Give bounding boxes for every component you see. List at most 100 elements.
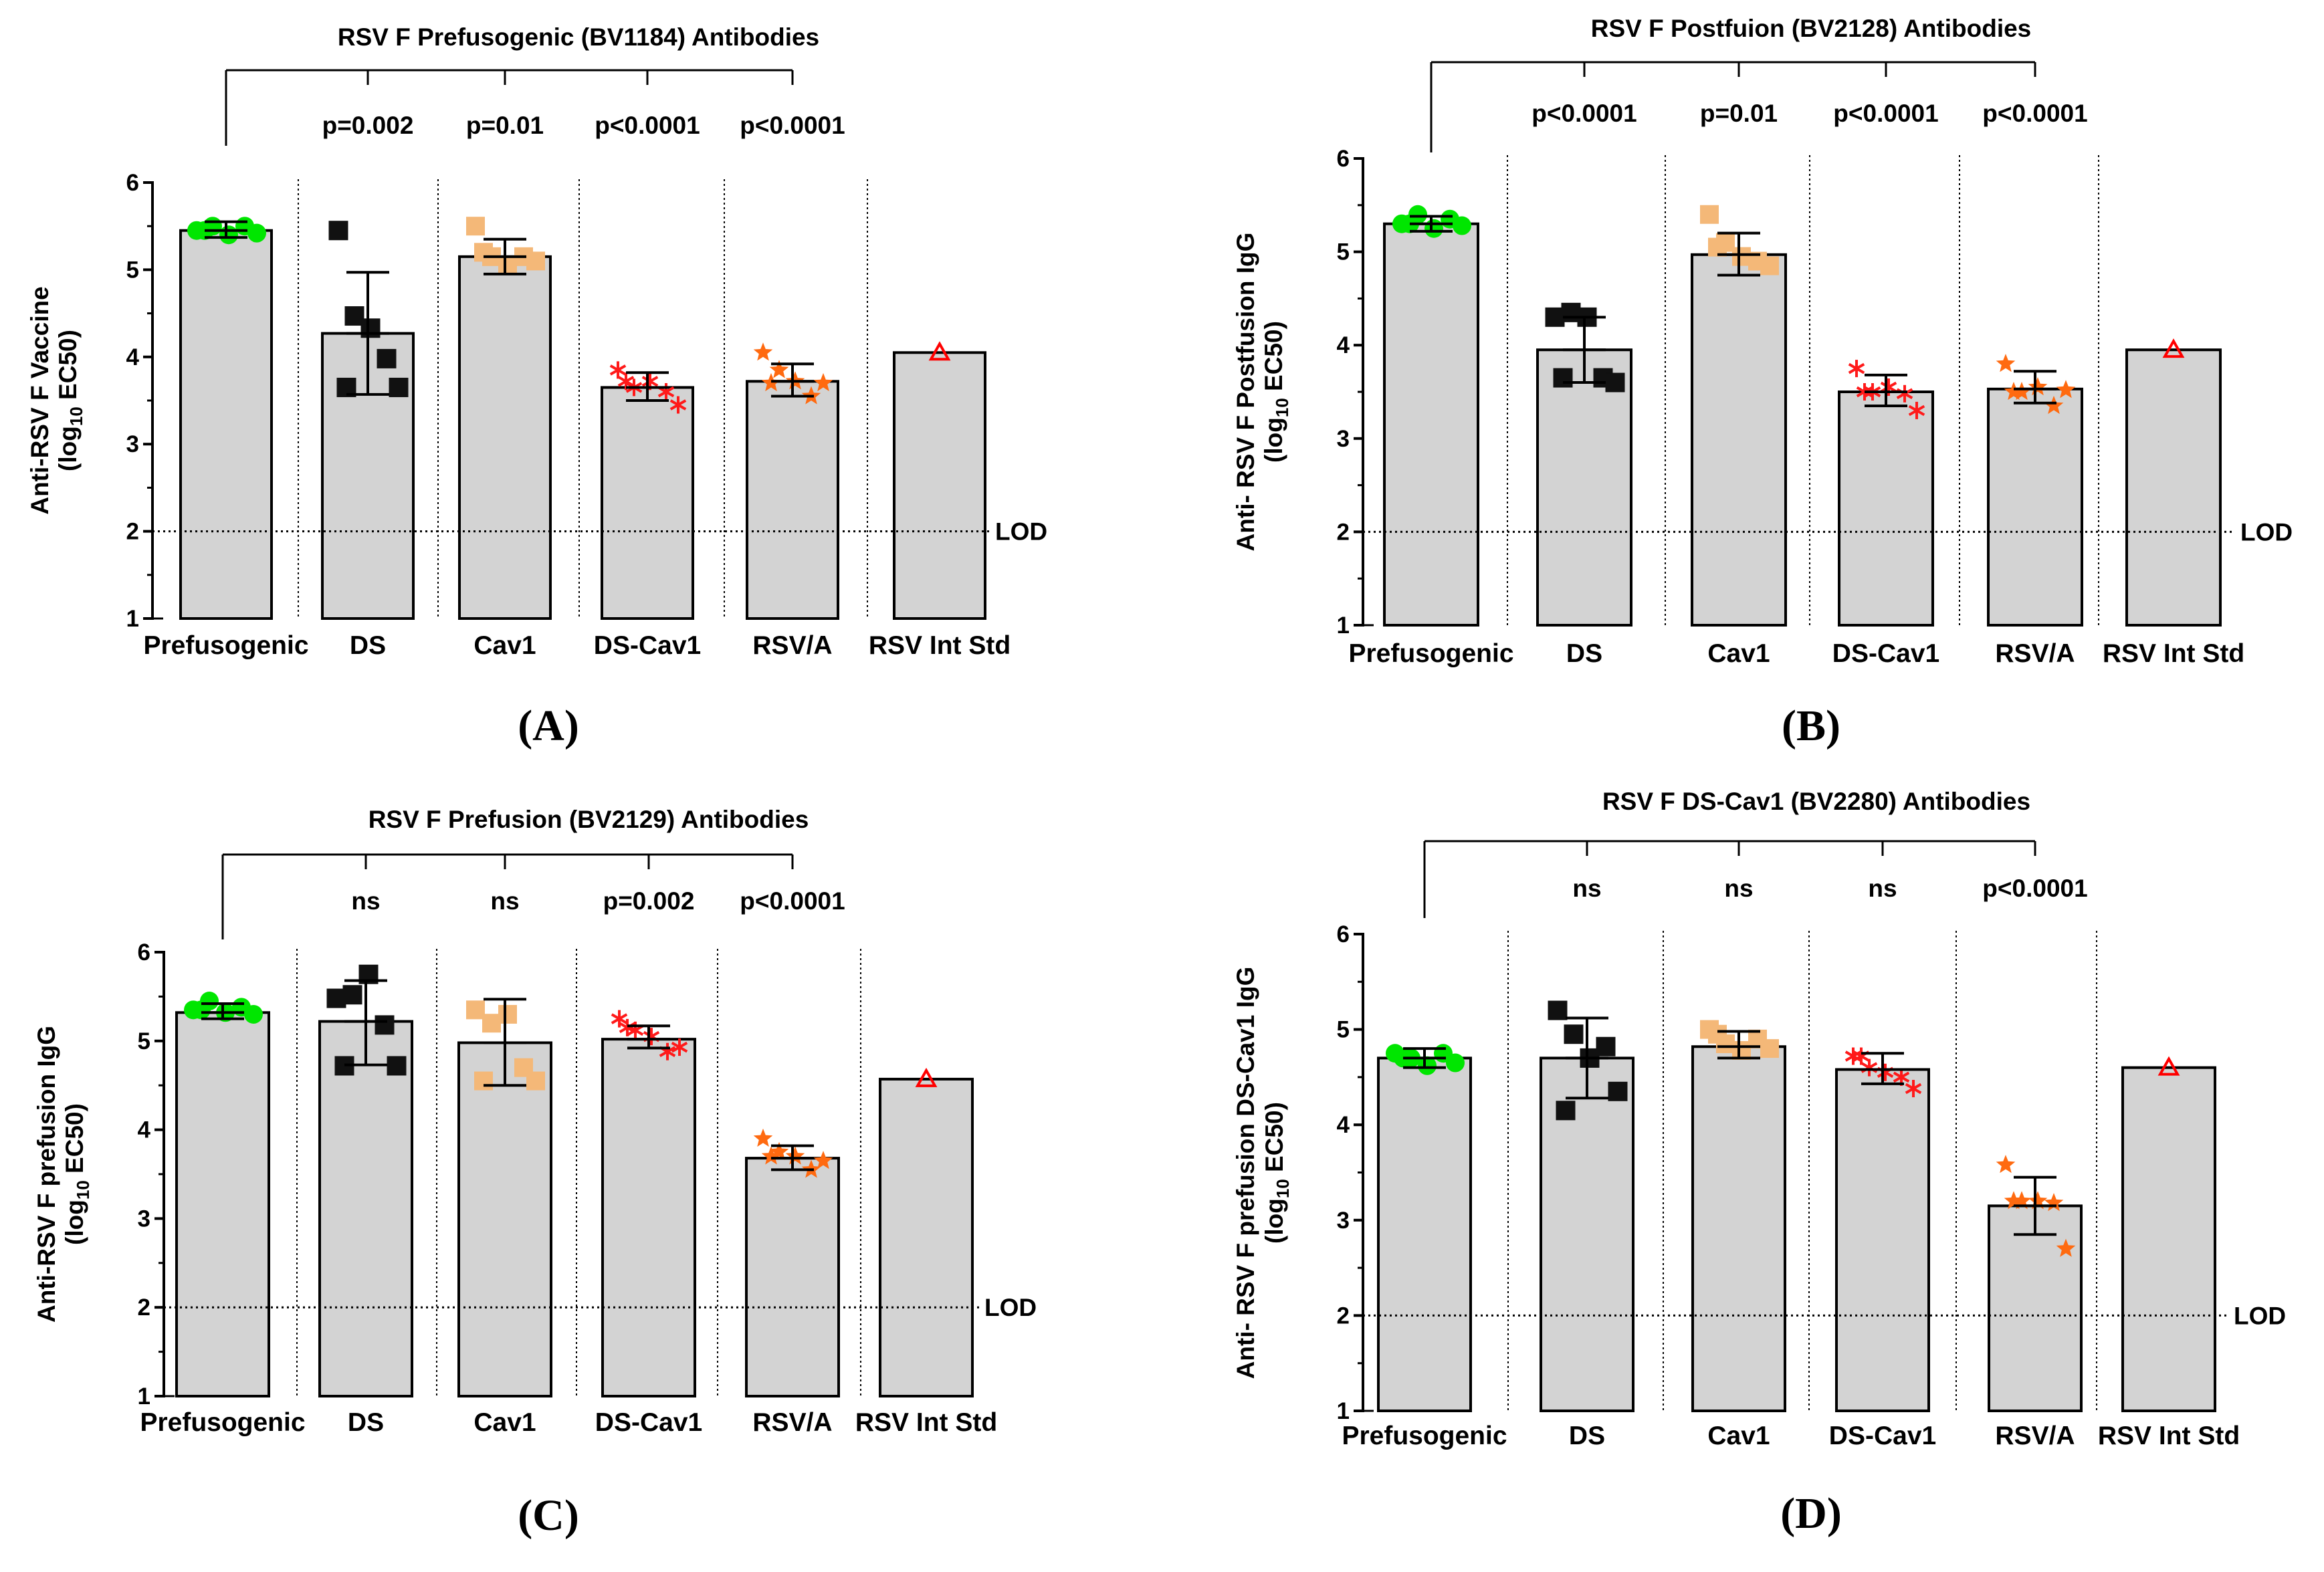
data-point: [1700, 205, 1719, 224]
y-tick-label: 6: [138, 939, 150, 966]
x-tick-label: RSV/A: [1995, 639, 2075, 668]
data-point: [192, 1000, 211, 1020]
data-point: [498, 1004, 517, 1024]
y-tick-label: 5: [138, 1028, 150, 1054]
y-units-pre: (log: [1260, 417, 1287, 463]
y-tick-label: 6: [126, 170, 139, 196]
y-tick-label: 3: [1337, 1208, 1350, 1234]
data-point-stroke: [617, 376, 635, 387]
data-point: [813, 1151, 833, 1169]
bar-cav1: [1691, 1045, 1786, 1412]
data-point-stroke: [1848, 362, 1865, 374]
y-axis-units: (log10 EC50): [54, 330, 86, 471]
data-point: [474, 1071, 493, 1091]
x-tick-label: Cav1: [473, 1408, 536, 1437]
data-point: [1760, 1039, 1779, 1058]
x-tick-label: RSV Int Std: [869, 631, 1011, 660]
data-point: [1564, 1024, 1584, 1044]
chart-title: RSV F Prefusogenic (BV1184) Antibodies: [338, 23, 819, 51]
y-tick-label: 2: [1337, 1303, 1350, 1329]
y-tick-label: 1: [1337, 1398, 1350, 1424]
y-units-sub: 10: [66, 407, 86, 426]
data-point: [1732, 1040, 1751, 1060]
x-tick-label: Prefusogenic: [143, 631, 308, 660]
bar-rsv-int-std: [893, 351, 986, 621]
data-point: [244, 1004, 263, 1024]
x-tick-label: DS: [348, 1408, 384, 1437]
x-tick-label: Prefusogenic: [140, 1408, 305, 1437]
bar-ds-cav1: [1838, 390, 1934, 627]
data-point: [769, 360, 789, 378]
data-point: [928, 341, 951, 361]
comparison-label: ns: [1724, 875, 1753, 902]
chart-title: RSV F Postfuion (BV2128) Antibodies: [1591, 15, 2032, 42]
data-point: [657, 382, 675, 401]
data-point: [2028, 1191, 2048, 1210]
y-tick-label: 1: [138, 1383, 150, 1410]
data-point: [1553, 368, 1573, 388]
y-units-sub: 10: [1273, 1179, 1293, 1198]
lod-label: LOD: [984, 1294, 1037, 1321]
y-tick-label: 2: [138, 1295, 150, 1321]
data-point: [326, 988, 346, 1008]
data-point: [915, 1067, 938, 1087]
x-tick-label: DS-Cav1: [595, 1408, 702, 1437]
comparison-label: ns: [1572, 875, 1601, 902]
y-axis-label: Anti-RSV F prefusion IgG: [33, 1026, 60, 1323]
y-axis-label: Anti- RSV F Postfusion IgG: [1232, 233, 1259, 552]
panel-d: RSV F DS-Cav1 (BV2280) Antibodies ns ns ns p…: [1232, 788, 2286, 1538]
comparison-label: ns: [351, 887, 380, 915]
data-point: [466, 1000, 485, 1020]
y-units-pre: (log: [54, 426, 82, 471]
y-tick-label: 3: [1337, 426, 1350, 452]
x-tick-label: Prefusogenic: [1342, 1422, 1507, 1450]
data-point: [2056, 1238, 2076, 1257]
comparison-label: ns: [490, 887, 519, 915]
data-point: [2004, 382, 2024, 401]
bar-rsv-a: [746, 380, 839, 620]
data-point: [342, 985, 362, 1005]
y-tick-label: 5: [126, 257, 139, 283]
comparison-label: p<0.0001: [1982, 875, 2087, 902]
chart-title: RSV F Prefusion (BV2129) Antibodies: [368, 806, 809, 833]
comparison-label: p<0.0001: [1982, 100, 2087, 127]
data-point: [769, 1141, 789, 1160]
y-axis-label: Anti-RSV F Vaccine: [26, 286, 54, 514]
bar-rsv-a: [1987, 387, 2083, 627]
y-units-post: EC50): [1260, 321, 1287, 398]
panel-b: RSV F Postfuion (BV2128) Antibodies p<0.0…: [1232, 15, 2293, 750]
bar-cav1: [458, 255, 552, 620]
bar-rsv-a: [745, 1157, 840, 1397]
data-point: [387, 1056, 407, 1076]
y-units-pre: (log: [61, 1200, 88, 1245]
bar-prefusogenic: [175, 1011, 270, 1397]
lod-label: LOD: [2240, 518, 2293, 546]
data-point-stroke: [641, 376, 659, 387]
panel-c: RSV F Prefusion (BV2129) Antibodies ns ns p…: [33, 806, 1037, 1540]
data-point: [1545, 307, 1565, 327]
x-tick-label: Cav1: [1707, 639, 1770, 668]
bar-prefusogenic: [1377, 1056, 1472, 1412]
data-point-stroke: [1880, 381, 1897, 393]
y-tick-label: 6: [1337, 146, 1350, 172]
data-point-stroke: [1853, 1050, 1870, 1062]
data-point: [526, 1071, 545, 1091]
x-tick-label: DS-Cav1: [1829, 1422, 1936, 1450]
data-point-stroke: [669, 399, 687, 411]
data-point: [1996, 354, 2016, 372]
data-point: [1446, 1053, 1465, 1073]
panel-label: (C): [518, 1491, 579, 1540]
comparison-label: p<0.0001: [740, 887, 845, 915]
x-tick-label: RSV Int Std: [2098, 1422, 2240, 1450]
y-tick-label: 4: [126, 344, 140, 370]
y-tick-label: 1: [126, 606, 139, 632]
y-units-post: EC50): [61, 1103, 88, 1180]
data-point: [219, 225, 238, 245]
lod-label: LOD: [995, 518, 1047, 546]
data-point: [2162, 338, 2185, 358]
y-tick-label: 3: [138, 1206, 150, 1232]
data-point: [753, 1128, 773, 1147]
data-point: [498, 255, 517, 275]
y-tick-label: 2: [1337, 519, 1350, 545]
